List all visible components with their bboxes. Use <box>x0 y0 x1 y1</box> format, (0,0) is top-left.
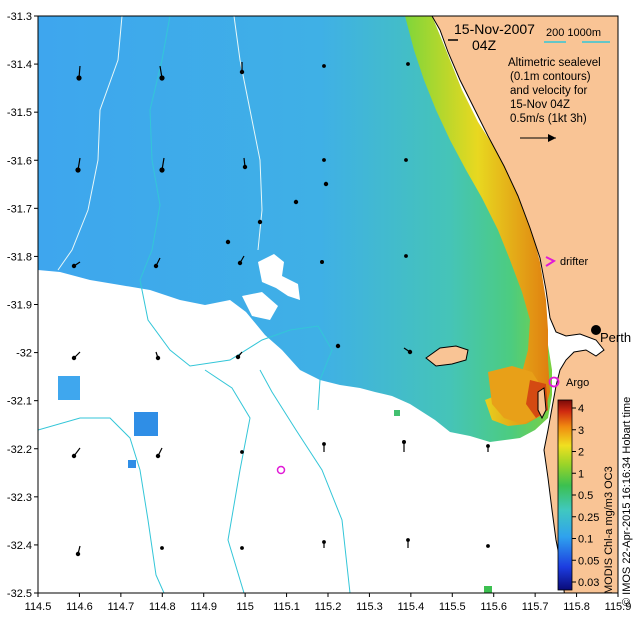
perth-label: Perth <box>600 330 631 345</box>
x-tick-label: 114.9 <box>190 601 217 613</box>
date-label: 15-Nov-2007 <box>454 21 535 37</box>
x-tick-label: 114.7 <box>107 601 134 613</box>
colorbar-title: MODIS Chl-a mg/m3 OC3 <box>603 466 615 594</box>
colorbar-tick-label: 1 <box>578 468 584 480</box>
chl-patch <box>128 460 136 468</box>
x-tick-label: 114.6 <box>66 601 93 613</box>
legend-line-2: (0.1m contours) <box>510 71 591 83</box>
colorbar-tick-label: 0.5 <box>578 490 593 502</box>
chlorophyll-coverage <box>38 16 552 442</box>
y-tick-label: -32.5 <box>7 588 32 600</box>
colorbar-tick-label: 0.25 <box>578 512 599 524</box>
isobath-200m <box>259 369 351 593</box>
chl-patch <box>394 410 400 416</box>
depth-contours-label: 200 1000m <box>546 27 601 39</box>
coastal-bloom <box>405 16 550 426</box>
x-tick-label: 114.8 <box>149 601 176 613</box>
colorbar-tick-label: 0.1 <box>578 534 593 546</box>
y-tick-label: -31.4 <box>7 59 32 71</box>
y-tick-label: -31.3 <box>7 11 32 23</box>
y-tick-label: -31.8 <box>7 251 32 263</box>
colorbar-tick-label: 0.03 <box>578 577 599 589</box>
isobath-200m <box>204 369 251 593</box>
legend-line-4: 15-Nov 04Z <box>510 99 570 111</box>
perth-marker <box>591 325 601 335</box>
rottnest-island <box>425 345 469 367</box>
colorbar <box>557 399 573 591</box>
chl-patch <box>134 412 158 436</box>
colorbar-tick-label: 0.05 <box>578 555 599 567</box>
garden-island <box>537 387 547 420</box>
colorbar-tick-label: 3 <box>578 425 584 437</box>
velocity-arrows <box>71 62 490 557</box>
y-tick-label: -32.2 <box>7 444 32 456</box>
y-tick-label: -32.1 <box>7 396 32 408</box>
isobath-200m <box>38 417 165 593</box>
chl-patch <box>58 376 80 400</box>
time-label: 04Z <box>472 37 497 53</box>
drifter-label: drifter <box>560 256 588 268</box>
argo-marker <box>548 376 560 388</box>
isobath-200m <box>139 16 333 411</box>
velocity-scale-arrow <box>520 134 556 142</box>
colorbar-tick-label: 2 <box>578 447 584 459</box>
y-axis: -31.3 -31.4 -31.5 -31.6 -31.7 -31.8 -31.9 -32 -3… <box>7 11 38 600</box>
x-tick-label: 115.4 <box>397 601 424 613</box>
y-tick-label: -32.4 <box>7 540 32 552</box>
x-tick-label: 115.7 <box>522 601 549 613</box>
legend-line-3: and velocity for <box>510 85 588 97</box>
cloud-gap <box>242 292 278 320</box>
x-tick-label: 114.5 <box>25 601 52 613</box>
y-tick-label: -31.5 <box>7 107 32 119</box>
chl-patch <box>484 586 492 593</box>
isobath-1000m <box>233 16 263 251</box>
x-tick-label: 115.8 <box>563 601 590 613</box>
legend-line-5: 0.5m/s (1kt 3h) <box>510 113 587 125</box>
y-tick-label: -31.7 <box>7 203 32 215</box>
cloud-gap <box>258 254 300 300</box>
x-tick-label: 115.2 <box>315 601 342 613</box>
legend-line-1: Altimetric sealevel <box>508 57 601 69</box>
x-tick-label: 115.5 <box>439 601 466 613</box>
isobath-1000m <box>57 16 123 271</box>
colorbar-tick-label: 4 <box>578 403 584 415</box>
x-tick-label: 115.9 <box>605 601 632 613</box>
x-tick-label: 115.6 <box>480 601 507 613</box>
y-tick-label: -32.3 <box>7 492 32 504</box>
imos-credit: © IMOS 22-Apr-2015 16:16:34 Hobart time <box>621 397 633 606</box>
argo-label: Argo <box>566 377 589 389</box>
x-tick-label: 115.1 <box>273 601 300 613</box>
y-tick-label: -31.6 <box>7 155 32 167</box>
colorbar-ticks: 4 3 2 1 0.5 0.25 0.1 0.05 0.03 <box>572 403 599 589</box>
x-tick-label: 115 <box>236 601 254 613</box>
y-tick-label: -32 <box>16 348 32 360</box>
x-tick-label: 115.3 <box>356 601 383 613</box>
x-axis: 114.5 114.6 114.7 114.8 114.9 115 115.1 115.2 11… <box>25 593 632 613</box>
y-tick-label: -31.9 <box>7 300 32 312</box>
argo-marker-offshore <box>276 465 286 475</box>
drifter-marker <box>545 256 557 267</box>
